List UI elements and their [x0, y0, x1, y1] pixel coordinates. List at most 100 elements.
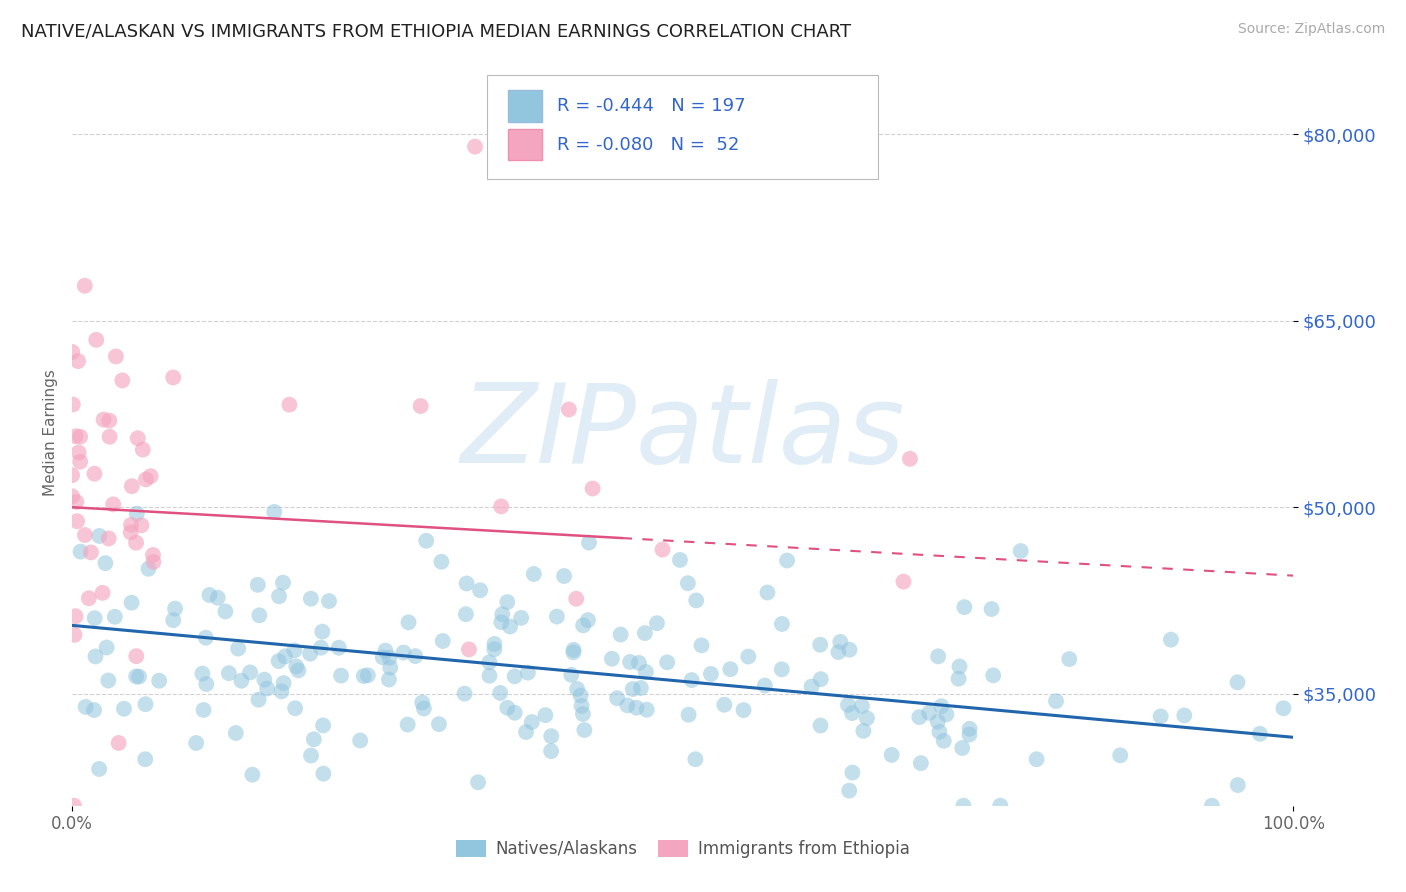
Point	[430, 555, 453, 569]
Point	[918, 706, 941, 720]
Point	[125, 535, 148, 549]
Point	[503, 706, 526, 720]
Point	[194, 631, 217, 645]
Point	[733, 703, 755, 717]
Point	[645, 616, 668, 631]
Point	[627, 656, 650, 670]
Point	[565, 591, 588, 606]
Point	[898, 451, 921, 466]
Point	[271, 575, 294, 590]
Point	[516, 665, 538, 680]
Point	[948, 672, 970, 686]
Point	[162, 613, 184, 627]
Point	[104, 609, 127, 624]
Point	[681, 673, 703, 687]
Point	[247, 692, 270, 706]
Point	[131, 518, 153, 533]
Point	[935, 707, 957, 722]
Point	[134, 697, 156, 711]
Point	[94, 556, 117, 570]
Point	[1045, 694, 1067, 708]
Point	[415, 533, 437, 548]
Point	[621, 681, 644, 696]
Point	[910, 756, 932, 771]
Point	[121, 479, 143, 493]
Point	[981, 668, 1004, 682]
Point	[908, 710, 931, 724]
Text: ZIPatlas: ZIPatlas	[460, 379, 905, 486]
Point	[1201, 798, 1223, 813]
Point	[515, 725, 537, 739]
FancyBboxPatch shape	[488, 75, 877, 179]
Point	[97, 673, 120, 688]
Point	[218, 666, 240, 681]
Point	[349, 733, 371, 747]
Point	[562, 643, 585, 657]
Point	[496, 595, 519, 609]
Point	[737, 649, 759, 664]
Point	[458, 642, 481, 657]
Point	[1272, 701, 1295, 715]
Point	[838, 642, 860, 657]
Point	[142, 555, 165, 569]
Point	[453, 687, 475, 701]
Point	[1173, 708, 1195, 723]
Point	[302, 732, 325, 747]
Point	[89, 529, 111, 543]
Point	[80, 545, 103, 559]
Point	[66, 514, 89, 528]
Point	[63, 628, 86, 642]
Point	[353, 669, 375, 683]
Point	[685, 752, 707, 766]
Point	[478, 669, 501, 683]
Point	[510, 611, 533, 625]
Point	[84, 649, 107, 664]
Point	[270, 684, 292, 698]
Point	[330, 668, 353, 682]
Point	[950, 741, 973, 756]
Point	[83, 611, 105, 625]
Point	[558, 402, 581, 417]
Point	[98, 413, 121, 427]
Point	[162, 370, 184, 384]
Point	[1249, 727, 1271, 741]
Point	[484, 637, 506, 651]
Point	[927, 714, 949, 729]
Point	[496, 701, 519, 715]
Point	[928, 724, 950, 739]
Point	[609, 627, 631, 641]
Point	[111, 373, 134, 387]
Point	[60, 345, 83, 359]
Point	[478, 655, 501, 669]
Point	[309, 640, 332, 655]
Point	[226, 641, 249, 656]
Point	[240, 767, 263, 781]
Point	[328, 640, 350, 655]
Point	[69, 544, 91, 558]
Point	[83, 467, 105, 481]
Point	[69, 455, 91, 469]
Point	[574, 723, 596, 737]
Text: R = -0.080   N =  52: R = -0.080 N = 52	[557, 136, 740, 153]
Point	[195, 677, 218, 691]
Point	[718, 662, 741, 676]
Point	[283, 643, 305, 657]
Point	[578, 535, 600, 549]
Point	[135, 472, 157, 486]
Point	[398, 615, 420, 630]
Point	[569, 689, 592, 703]
Point	[148, 673, 170, 688]
Point	[392, 646, 415, 660]
Point	[560, 668, 582, 682]
Point	[121, 596, 143, 610]
Point	[107, 736, 129, 750]
Point	[132, 442, 155, 457]
Point	[246, 578, 269, 592]
Point	[856, 711, 879, 725]
Point	[142, 548, 165, 562]
Point	[96, 640, 118, 655]
Point	[73, 528, 96, 542]
Point	[520, 714, 543, 729]
Point	[489, 686, 512, 700]
Point	[929, 699, 952, 714]
